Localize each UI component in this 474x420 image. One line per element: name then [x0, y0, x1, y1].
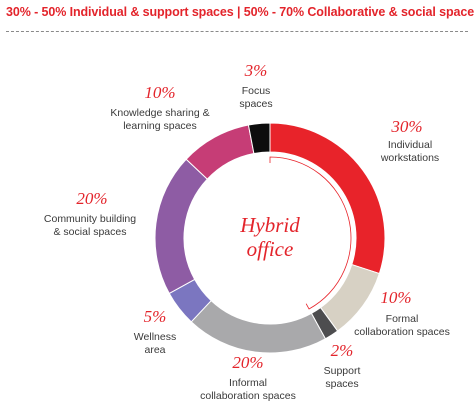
segment-label-7-line-0: Focus	[242, 85, 271, 97]
segment-labels: 30%Individualworkstations10%Formalcollab…	[44, 61, 450, 402]
percent-label-4: 5%	[144, 307, 167, 326]
percent-label-2: 2%	[331, 341, 354, 360]
segment-label-7-line-1: spaces	[239, 98, 272, 110]
donut-segments	[154, 122, 386, 354]
segment-label-4-line-1: area	[144, 344, 165, 356]
center-label-line1: Hybrid	[239, 213, 300, 237]
percent-label-1: 10%	[380, 288, 411, 307]
segment-label-1-line-0: Formal	[386, 313, 419, 325]
segment-label-5-line-0: Community building	[44, 213, 136, 225]
segment-label-6-line-0: Knowledge sharing &	[110, 107, 209, 119]
percent-label-7: 3%	[244, 61, 268, 80]
header-divider	[6, 31, 468, 32]
segment-label-0-line-0: Individual	[388, 139, 432, 151]
segment-label-3-line-1: collaboration spaces	[200, 390, 296, 402]
center-label-line2: office	[247, 237, 294, 261]
percent-label-3: 20%	[232, 353, 263, 372]
segment-label-0-line-1: workstations	[380, 152, 439, 164]
range-bracket	[269, 156, 352, 310]
donut-segment-3	[190, 299, 327, 354]
segment-label-1-line-1: collaboration spaces	[354, 326, 450, 338]
percent-label-0: 30%	[390, 117, 422, 136]
percent-label-6: 10%	[144, 83, 175, 102]
segment-label-4-line-0: Wellness	[134, 331, 176, 343]
percent-label-5: 20%	[76, 189, 107, 208]
segment-label-5-line-1: & social spaces	[54, 226, 127, 238]
chart-header: 30% - 50% Individual & support spaces | …	[6, 5, 474, 19]
donut-segment-5	[154, 158, 209, 295]
segment-label-2-line-1: spaces	[325, 378, 358, 390]
segment-label-3-line-0: Informal	[229, 377, 267, 389]
segment-label-2-line-0: Support	[324, 365, 361, 377]
donut-segment-7	[247, 122, 271, 155]
segment-label-6-line-1: learning spaces	[123, 120, 197, 132]
